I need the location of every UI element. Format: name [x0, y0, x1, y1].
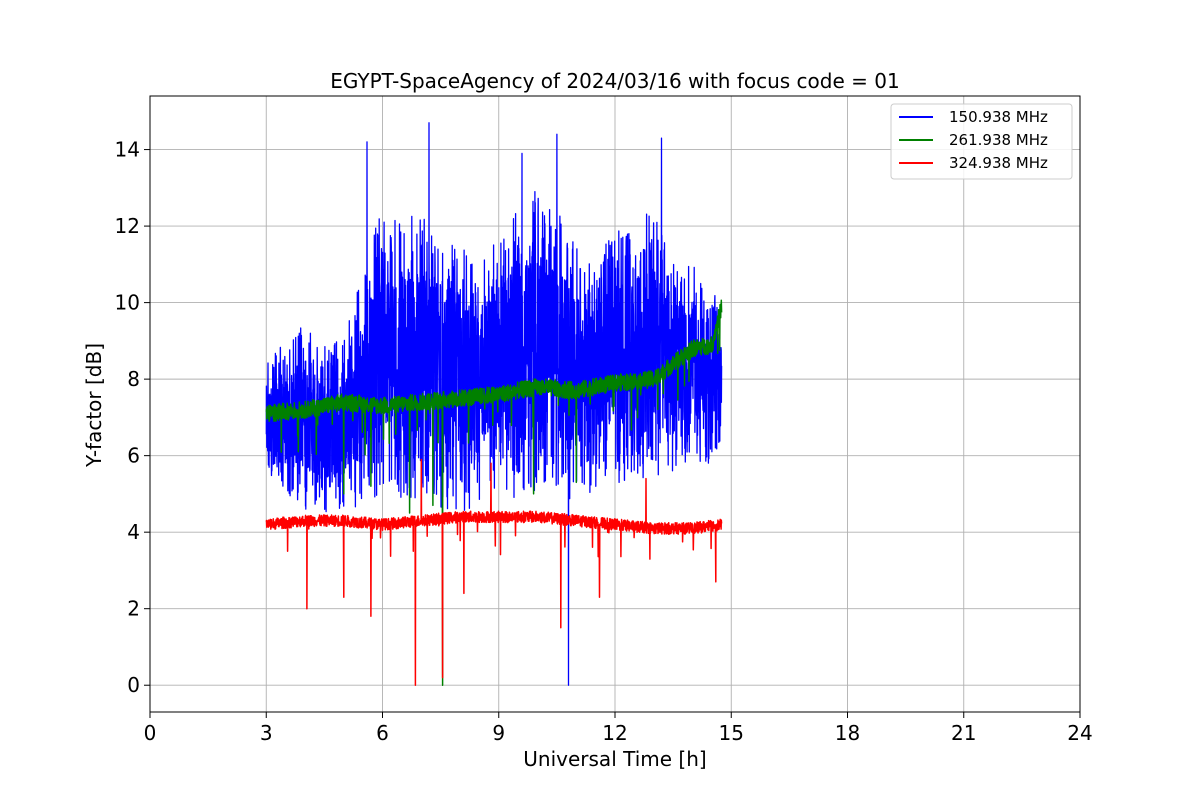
x-tick-label: 9: [492, 721, 505, 745]
x-tick-label: 21: [951, 721, 976, 745]
x-tick-label: 24: [1067, 721, 1092, 745]
y-tick-label: 6: [127, 444, 140, 468]
series-3-line: [265, 458, 723, 686]
y-tick-label: 8: [127, 367, 140, 391]
y-tick-label: 0: [127, 673, 140, 697]
y-tick-label: 2: [127, 597, 140, 621]
y-tick-label: 10: [115, 291, 140, 315]
y-tick-label: 4: [127, 520, 140, 544]
plot-series: [265, 122, 723, 686]
series-2-line: [265, 299, 723, 686]
x-tick-label: 15: [719, 721, 744, 745]
legend-label-series-2: 261.938 MHz: [949, 131, 1048, 149]
legend-label-series-1: 150.938 MHz: [949, 108, 1048, 126]
y-tick-label: 14: [115, 138, 140, 162]
x-tick-label: 6: [376, 721, 389, 745]
x-tick-label: 18: [835, 721, 860, 745]
legend-label-series-3: 324.938 MHz: [949, 154, 1048, 172]
chart-title: EGYPT-SpaceAgency of 2024/03/16 with foc…: [330, 69, 899, 93]
legend: 150.938 MHz 261.938 MHz 324.938 MHz: [890, 103, 1073, 180]
y-axis-label: Y-factor [dB]: [82, 343, 106, 468]
x-axis-label: Universal Time [h]: [523, 747, 706, 771]
x-tick-label: 0: [144, 721, 157, 745]
legend-box: [890, 103, 1073, 180]
x-tick-label: 3: [260, 721, 273, 745]
x-tick-label: 12: [602, 721, 627, 745]
y-tick-label: 12: [115, 214, 140, 238]
